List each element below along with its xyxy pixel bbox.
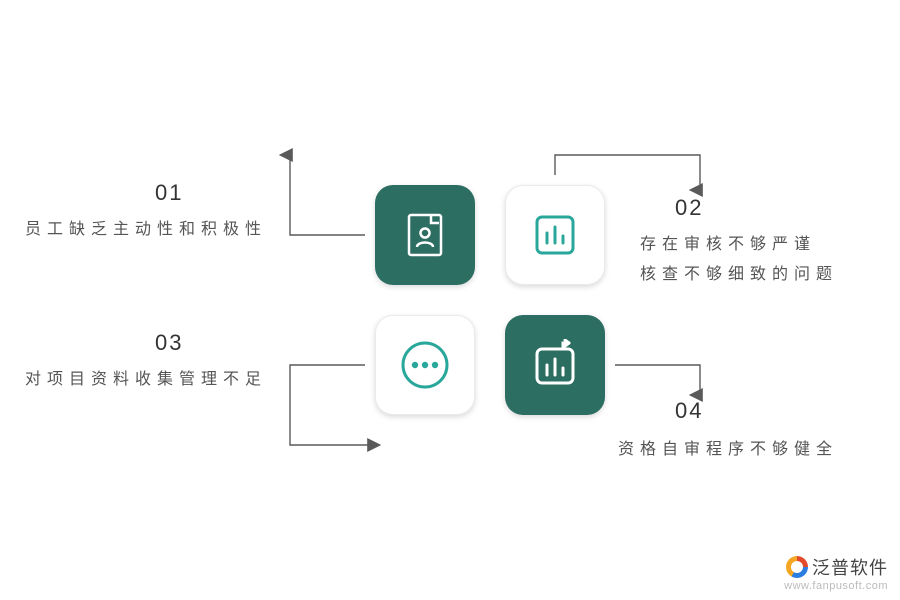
logo-icon [786,556,808,578]
watermark-brand: 泛普软件 [784,554,888,580]
connector-path-3 [290,365,370,445]
dots-circle-icon [397,337,453,393]
card-2 [505,185,605,285]
card-1 [375,185,475,285]
document-person-icon [399,209,451,261]
card-3 [375,315,475,415]
item-2-text: 存在审核不够严谨核查不够细致的问题 [640,230,838,291]
item-4-text: 资格自审程序不够健全 [618,435,838,465]
item-1-number: 01 [155,180,183,206]
card-4 [505,315,605,415]
item-1-text: 员工缺乏主动性和积极性 [25,215,267,245]
bar-chart-icon [529,209,581,261]
infographic-canvas: 01 员工缺乏主动性和积极性 02 存在审核不够严谨核查不够细致的问题 03 对… [0,0,900,600]
connector-1 [0,0,900,600]
watermark-brand-text: 泛普软件 [812,558,888,578]
item-3-number: 03 [155,330,183,356]
bar-chart-arrow-icon [529,339,581,391]
watermark-url: www.fanpusoft.com [784,580,888,592]
item-3-text: 对项目资料收集管理不足 [25,365,267,395]
connector-path-1 [290,155,365,235]
watermark: 泛普软件 www.fanpusoft.com [784,554,888,592]
item-2-number: 02 [675,195,703,221]
connector-path-4 [615,365,700,395]
item-4-number: 04 [675,398,703,424]
